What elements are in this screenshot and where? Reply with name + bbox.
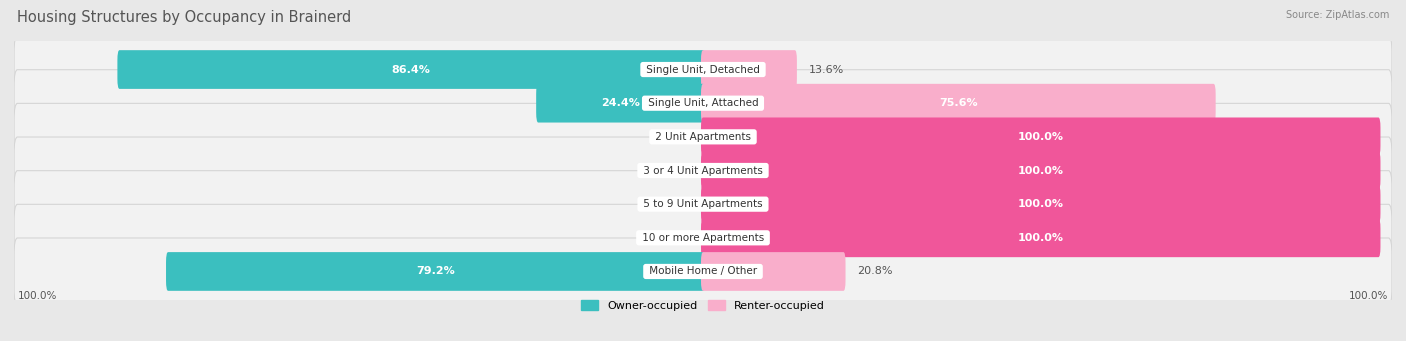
FancyBboxPatch shape bbox=[702, 50, 797, 89]
Text: 10 or more Apartments: 10 or more Apartments bbox=[638, 233, 768, 243]
Text: 0.0%: 0.0% bbox=[661, 165, 689, 176]
Text: 79.2%: 79.2% bbox=[416, 266, 456, 277]
FancyBboxPatch shape bbox=[702, 151, 1381, 190]
Text: 5 to 9 Unit Apartments: 5 to 9 Unit Apartments bbox=[640, 199, 766, 209]
Text: Mobile Home / Other: Mobile Home / Other bbox=[645, 266, 761, 277]
Text: Housing Structures by Occupancy in Brainerd: Housing Structures by Occupancy in Brain… bbox=[17, 10, 352, 25]
Text: 24.4%: 24.4% bbox=[602, 98, 640, 108]
Text: Single Unit, Detached: Single Unit, Detached bbox=[643, 64, 763, 75]
FancyBboxPatch shape bbox=[117, 50, 704, 89]
Text: 100.0%: 100.0% bbox=[17, 291, 56, 301]
FancyBboxPatch shape bbox=[14, 170, 1392, 238]
Text: 75.6%: 75.6% bbox=[939, 98, 977, 108]
Text: 100.0%: 100.0% bbox=[1350, 291, 1389, 301]
FancyBboxPatch shape bbox=[702, 185, 1381, 223]
FancyBboxPatch shape bbox=[14, 238, 1392, 305]
Text: 100.0%: 100.0% bbox=[1018, 132, 1064, 142]
Text: Single Unit, Attached: Single Unit, Attached bbox=[644, 98, 762, 108]
Text: 20.8%: 20.8% bbox=[858, 266, 893, 277]
Text: Source: ZipAtlas.com: Source: ZipAtlas.com bbox=[1285, 10, 1389, 20]
Text: 3 or 4 Unit Apartments: 3 or 4 Unit Apartments bbox=[640, 165, 766, 176]
Text: 13.6%: 13.6% bbox=[808, 64, 844, 75]
Text: 2 Unit Apartments: 2 Unit Apartments bbox=[652, 132, 754, 142]
Text: 100.0%: 100.0% bbox=[1018, 165, 1064, 176]
FancyBboxPatch shape bbox=[166, 252, 704, 291]
FancyBboxPatch shape bbox=[14, 70, 1392, 137]
FancyBboxPatch shape bbox=[14, 103, 1392, 170]
FancyBboxPatch shape bbox=[14, 204, 1392, 271]
Text: 0.0%: 0.0% bbox=[661, 132, 689, 142]
FancyBboxPatch shape bbox=[702, 252, 845, 291]
Text: 100.0%: 100.0% bbox=[1018, 199, 1064, 209]
Text: 86.4%: 86.4% bbox=[392, 64, 430, 75]
Text: 0.0%: 0.0% bbox=[661, 233, 689, 243]
Legend: Owner-occupied, Renter-occupied: Owner-occupied, Renter-occupied bbox=[576, 296, 830, 315]
FancyBboxPatch shape bbox=[14, 137, 1392, 204]
Text: 0.0%: 0.0% bbox=[661, 199, 689, 209]
FancyBboxPatch shape bbox=[702, 84, 1216, 122]
Text: 100.0%: 100.0% bbox=[1018, 233, 1064, 243]
FancyBboxPatch shape bbox=[702, 219, 1381, 257]
FancyBboxPatch shape bbox=[14, 36, 1392, 103]
FancyBboxPatch shape bbox=[702, 118, 1381, 156]
FancyBboxPatch shape bbox=[536, 84, 704, 122]
